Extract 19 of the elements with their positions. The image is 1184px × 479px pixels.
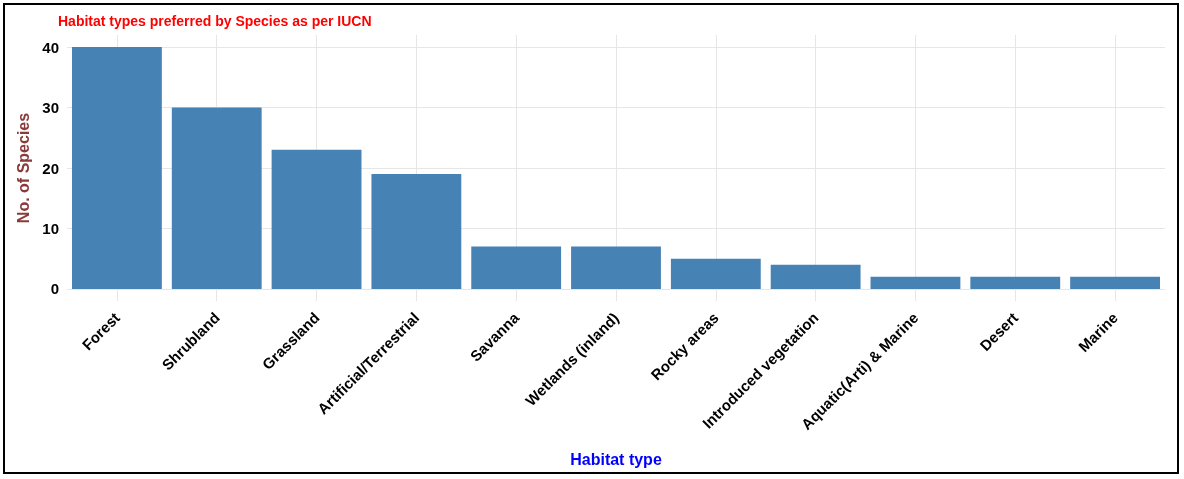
bar <box>471 246 562 289</box>
bar <box>970 276 1061 289</box>
y-tick-label: 20 <box>42 159 59 177</box>
bar <box>870 276 961 289</box>
x-axis-title: Habitat type <box>570 450 662 468</box>
bar <box>1070 276 1161 289</box>
y-tick-label: 0 <box>50 280 59 298</box>
bar <box>71 47 162 289</box>
y-tick-label: 10 <box>42 219 59 237</box>
bar <box>670 258 761 289</box>
bar <box>171 107 262 289</box>
y-tick-label: 40 <box>42 38 59 56</box>
y-tick-label: 30 <box>42 99 59 117</box>
bar <box>571 246 661 289</box>
bar <box>371 174 462 289</box>
bar <box>770 264 861 289</box>
y-axis-title: No. of Species <box>14 112 32 224</box>
chart-title: Habitat types preferred by Species as per IUCN <box>58 13 372 29</box>
bar <box>271 149 362 289</box>
